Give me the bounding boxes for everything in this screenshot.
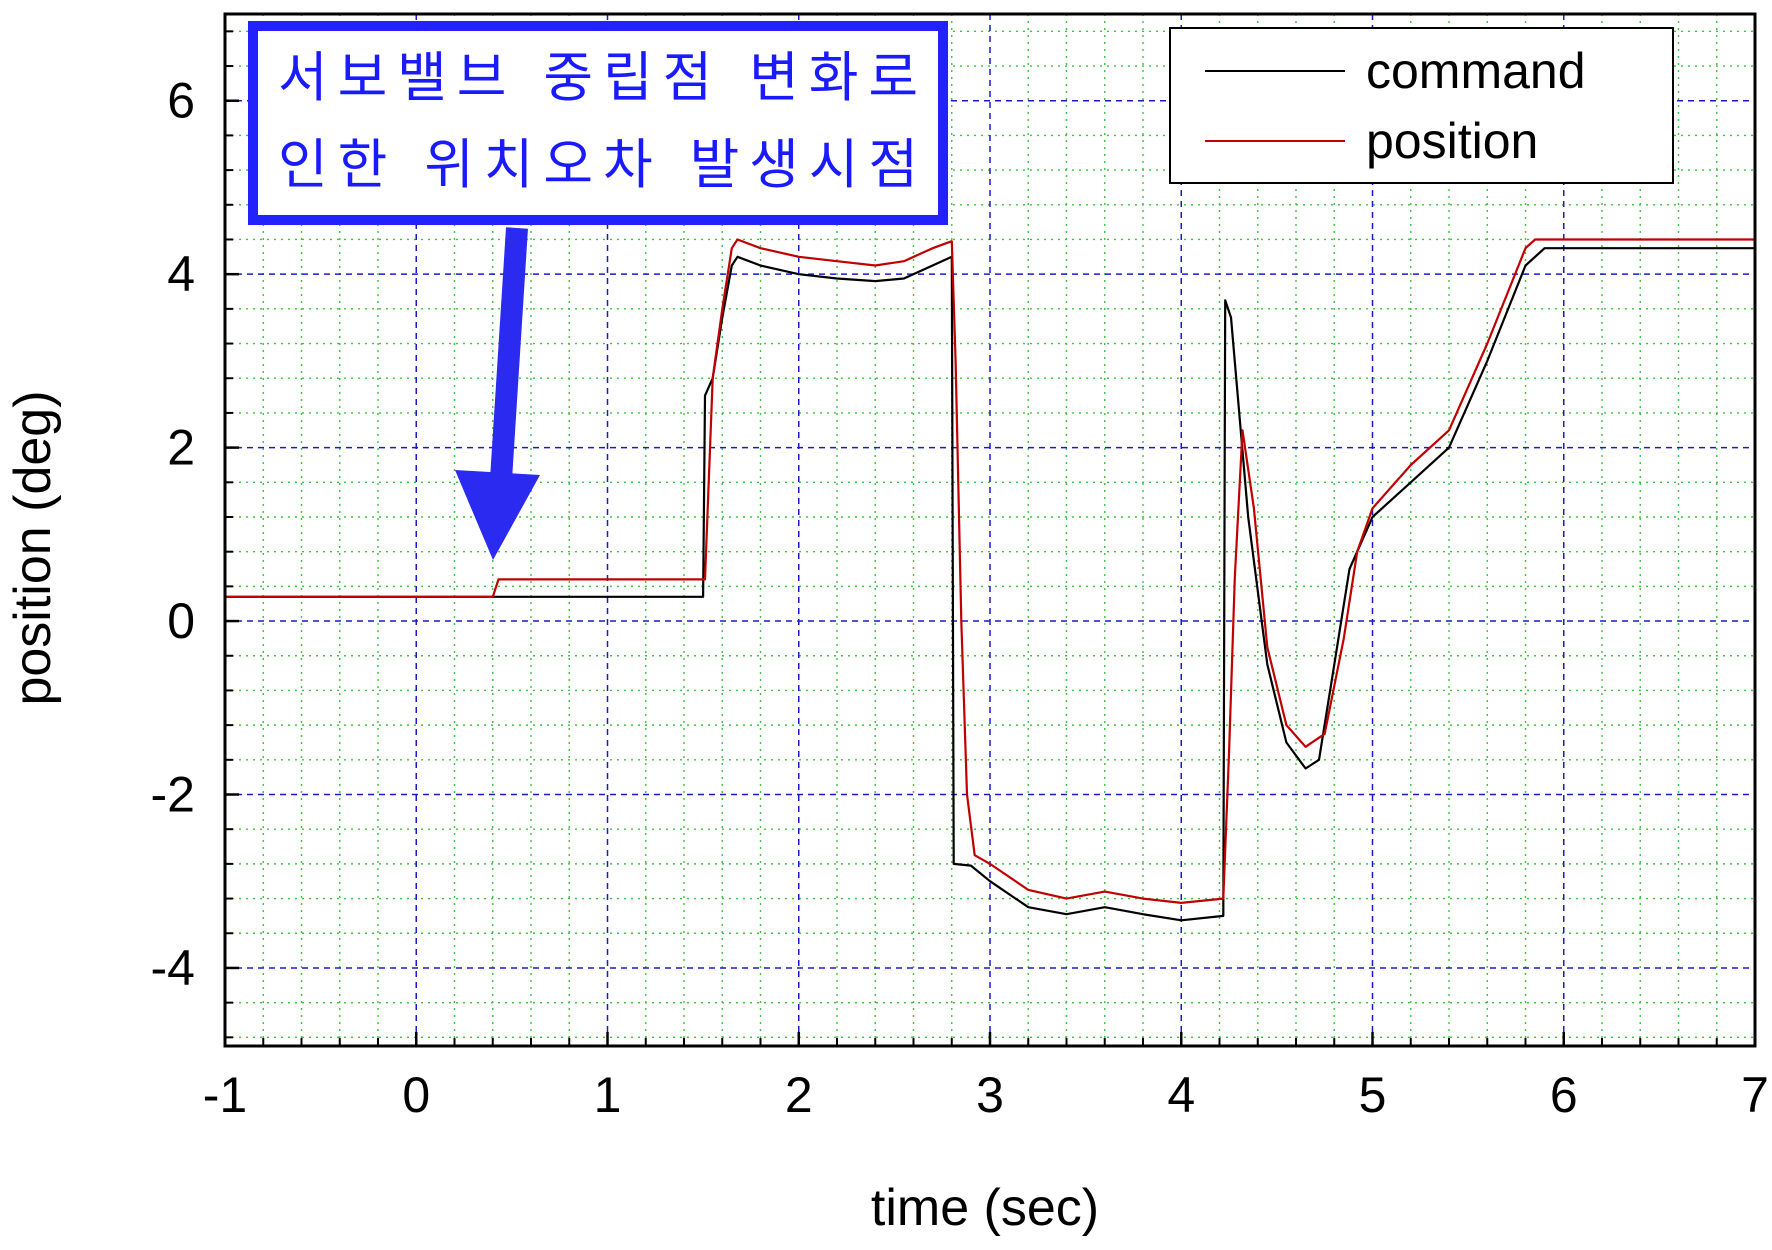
y-tick-label: 6 [167,73,195,129]
x-tick-label: 3 [976,1067,1004,1123]
x-tick-label: 6 [1550,1067,1578,1123]
legend-label-position: position [1366,113,1538,169]
x-tick-label: 5 [1359,1067,1387,1123]
annotation-arrow-shaft [489,227,528,496]
series-line-command [225,247,1755,922]
legend-label-command: command [1366,43,1586,99]
y-tick-label: -4 [151,940,195,996]
legend: command position [1169,27,1674,184]
y-tick-label: 2 [167,420,195,476]
y-tick-label: -2 [151,767,195,823]
x-tick-label: 7 [1741,1067,1769,1123]
annotation-arrow-head [455,470,540,560]
x-tick-label: -1 [203,1067,247,1123]
x-tick-label: 0 [402,1067,430,1123]
y-axis-label: position (deg) [4,390,62,705]
annotation-box [248,21,948,225]
series-line-position [225,238,1755,904]
x-tick-label: 4 [1167,1067,1195,1123]
x-axis-label: time (sec) [871,1179,1099,1237]
y-tick-label: 0 [167,593,195,649]
x-tick-label: 2 [785,1067,813,1123]
tick-group: -1 0 1 2 3 4 5 6 7 -4 -2 0 2 4 6 [151,30,1769,1123]
legend-box [1169,27,1674,184]
y-tick-label: 4 [167,246,195,302]
x-tick-label: 1 [594,1067,622,1123]
annotation-callout: 서보밸브 중립점 변화로 인한 위치오차 발생시점 [248,21,948,560]
series-group [225,238,1755,922]
